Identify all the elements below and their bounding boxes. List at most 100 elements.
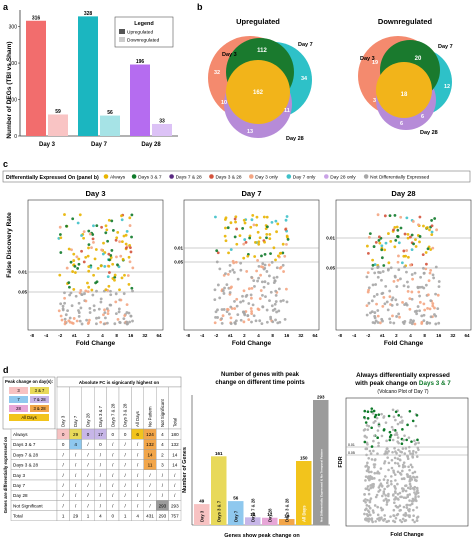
bar-day28-down (152, 123, 172, 136)
key-label: 7 & 28 (33, 397, 46, 402)
volcano-point (116, 263, 119, 267)
volcano-point (403, 265, 406, 269)
volcano-point (367, 466, 370, 469)
x-tick-label: -2 (366, 333, 370, 338)
volcano-point (403, 232, 407, 236)
volcano-point (239, 261, 243, 265)
volcano-point (58, 273, 62, 277)
volcano-point (284, 227, 288, 231)
col-header: Day 3 (61, 415, 66, 427)
volcano-point (213, 321, 217, 325)
volcano-point (393, 226, 397, 229)
volcano-point (239, 300, 242, 304)
table-cell: / (125, 493, 127, 498)
volcano-point (434, 265, 438, 269)
volcano-point (79, 306, 83, 310)
volcano-point (409, 318, 413, 322)
volcano-point (257, 276, 261, 280)
volcano-point (255, 223, 259, 227)
volcano-point (411, 220, 415, 223)
volcano-point (79, 289, 83, 292)
y-tick-label: 200 (9, 61, 18, 67)
volcano-point (63, 296, 66, 300)
volcano-title: Day 3 (85, 189, 105, 198)
volcano-point (412, 242, 415, 246)
volcano-point (400, 415, 403, 419)
table-cell: / (125, 483, 127, 488)
table-cell: / (87, 442, 89, 447)
volcano-point (225, 283, 229, 287)
y-tick-label: 0.05 (326, 266, 335, 271)
peak-bar-label: Day 7 (233, 510, 238, 522)
volcano-point (367, 301, 371, 305)
volcano-point (87, 229, 91, 233)
volcano-point (258, 319, 262, 323)
volcano-point (104, 231, 108, 235)
volcano-point (364, 479, 367, 482)
volcano-plot-day-7: Day 7 0.01 0.05 -8 -4 -2 ±1 2 4 8 16 32 64 Fold Chang… (174, 189, 320, 347)
panel-c-legend-items: Always Days 3 & 7 Days 7 & 28 Days 3 & 28 Da… (103, 174, 430, 181)
volcano-point (263, 263, 267, 267)
volcano-point (75, 319, 79, 323)
volcano-point (430, 233, 434, 237)
volcano-point (420, 314, 424, 318)
volcano-point (413, 442, 417, 446)
volcano-point (223, 218, 227, 221)
x-tick-label: -2 (214, 333, 218, 338)
bar-day3-down (48, 114, 68, 136)
volcano-point (105, 228, 109, 232)
volcano-plot-day-28: Day 28 0.01 0.05 -8 -4 -2 ±1 2 4 8 16 32 64 Fold Chan… (326, 189, 472, 347)
volcano-point (370, 410, 373, 413)
volcano-point (252, 314, 256, 318)
peak-bar (279, 519, 295, 525)
volcano-point (394, 298, 398, 302)
x-tick-label: 32 (142, 333, 148, 338)
volcano-point (373, 458, 377, 462)
volcano-point (369, 497, 373, 500)
volcano-point (285, 215, 289, 218)
volcano-point (229, 286, 233, 290)
volcano-point (425, 262, 428, 266)
volcano-point (277, 309, 281, 313)
venn-down-d7only: 12 (444, 84, 450, 90)
volcano-point (385, 503, 389, 506)
volcano-point (399, 450, 402, 453)
volcano-point (393, 461, 397, 465)
volcano-point (224, 226, 227, 230)
volcano-point (422, 319, 426, 323)
volcano-point (220, 308, 224, 311)
bar-day7-down (100, 115, 120, 136)
volcano-point (416, 285, 420, 289)
volcano-point (380, 244, 384, 248)
volcano-point (275, 275, 279, 279)
legend-title: Legend (134, 21, 154, 27)
volcano-point (109, 289, 112, 293)
volcano-point (410, 499, 414, 503)
volcano-point (274, 289, 278, 293)
volcano-point (127, 311, 131, 315)
volcano-point (363, 493, 366, 496)
table-cell: 4 (74, 442, 77, 447)
volcano-point (218, 296, 222, 300)
volcano-point (373, 465, 376, 469)
volcano-point (414, 238, 417, 242)
panel-c-label: c (3, 159, 8, 169)
table-cell: / (63, 483, 65, 488)
volcano-point (281, 242, 285, 246)
volcano-point (109, 303, 113, 307)
legend-item-label: Day 7 only (293, 175, 316, 181)
volcano-point (215, 260, 219, 264)
volcano-point (405, 216, 409, 220)
venn-down-d3only: 19 (372, 60, 378, 66)
volcano-point (85, 318, 89, 322)
volcano-point (255, 269, 259, 273)
volcano-point (426, 247, 430, 251)
volcano-point (380, 494, 384, 498)
volcano-point (370, 517, 374, 520)
volcano-point (243, 313, 247, 317)
volcano-point (82, 230, 86, 234)
x-tick-label: ±1 (380, 333, 385, 338)
volcano-point (422, 313, 426, 317)
volcano-point (283, 254, 287, 258)
bar-value-label: 33 (159, 118, 165, 124)
